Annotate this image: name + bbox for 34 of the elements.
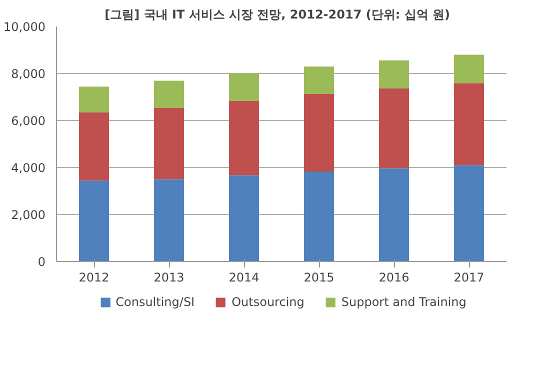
bar xyxy=(304,66,334,94)
bar xyxy=(79,86,109,113)
legend-label: Outsourcing xyxy=(232,295,304,309)
bar xyxy=(379,60,409,89)
y-tick-label: 10,000 xyxy=(4,20,46,34)
x-tick-label: 2014 xyxy=(228,270,260,284)
chart-title: [그림] 국내 IT 서비스 시장 전망, 2012-2017 (단위: 십억 원) xyxy=(104,8,450,22)
bar xyxy=(454,83,484,166)
bar xyxy=(79,180,109,262)
bar xyxy=(154,179,184,262)
x-tick-label: 2016 xyxy=(378,270,410,284)
y-tick-label: 4,000 xyxy=(11,161,46,175)
bar xyxy=(154,108,184,180)
y-tick-label: 6,000 xyxy=(11,114,46,128)
bar xyxy=(229,73,259,101)
bar xyxy=(379,168,409,262)
x-tick-label: 2013 xyxy=(154,270,184,284)
x-tick-label: 2012 xyxy=(78,270,110,284)
bar xyxy=(229,100,259,176)
bar xyxy=(154,80,184,108)
bar xyxy=(454,54,484,84)
x-tick-label: 2017 xyxy=(454,270,484,284)
legend-label: Support and Training xyxy=(341,295,466,309)
x-tick-label: 2015 xyxy=(304,270,334,284)
bar xyxy=(229,175,259,262)
legend-label: Consulting/SI xyxy=(116,295,195,309)
y-tick-label: 0 xyxy=(38,255,46,269)
bar xyxy=(304,171,334,262)
bar xyxy=(379,88,409,168)
bar xyxy=(304,94,334,172)
y-tick-label: 8,000 xyxy=(11,67,46,81)
y-tick-label: 2,000 xyxy=(11,208,46,222)
bar xyxy=(454,165,484,262)
bar xyxy=(79,112,109,181)
